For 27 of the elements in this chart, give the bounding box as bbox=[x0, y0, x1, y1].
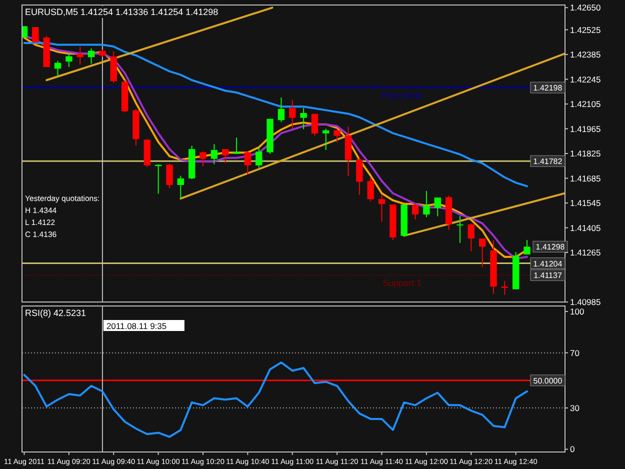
y-tick-label: 1.41825 bbox=[570, 148, 601, 158]
y-tick-label: 1.41405 bbox=[570, 222, 601, 233]
ref-line-label: Pivot level bbox=[382, 90, 423, 101]
annotation: 50.0000 bbox=[533, 376, 563, 386]
y-tick-label: 1.42650 bbox=[570, 2, 601, 13]
chart-title: RSI(8) 42.5231 bbox=[25, 308, 86, 318]
y-tick-label: 1.41545 bbox=[570, 198, 601, 208]
annotation: 1.41137 bbox=[534, 271, 562, 280]
ref-line-label: Support 1 bbox=[382, 278, 422, 288]
annotation: 1.41204 bbox=[533, 259, 563, 268]
y-tick-label: 1.41965 bbox=[570, 124, 601, 134]
y-tick-label: 1.42105 bbox=[570, 99, 601, 109]
y-tick-label: 30 bbox=[570, 402, 580, 413]
y-tick-label: 100 bbox=[570, 306, 584, 317]
annotation: 1.41782 bbox=[533, 157, 563, 166]
y-tick-label: 1.42385 bbox=[570, 50, 601, 60]
ref-line-label: 2011.08.11 9:35 bbox=[106, 321, 167, 331]
y-tick-label: 1.41685 bbox=[570, 173, 601, 184]
y-tick-label: 0 bbox=[570, 444, 575, 454]
y-tick-label: 70 bbox=[570, 348, 580, 358]
y-tick-label: 1.42525 bbox=[570, 24, 601, 35]
y-tick-label: 1.41265 bbox=[570, 248, 601, 258]
chart-title: EURUSD,M5 1.41254 1.41336 1.41254 1.41298 bbox=[25, 7, 218, 17]
y-tick-label: 1.40985 bbox=[570, 297, 601, 307]
annotation: 1.41298 bbox=[536, 242, 566, 252]
y-tick-label: 1.42245 bbox=[570, 74, 601, 84]
annotation: 1.42198 bbox=[533, 84, 563, 93]
